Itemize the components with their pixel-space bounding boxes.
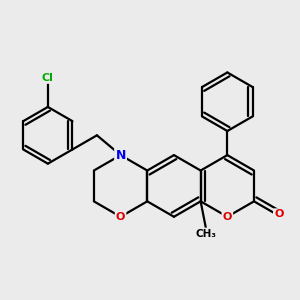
Text: N: N (116, 148, 126, 162)
Text: O: O (116, 212, 125, 222)
Text: Cl: Cl (42, 73, 54, 83)
Text: CH₃: CH₃ (195, 229, 216, 239)
Text: O: O (223, 212, 232, 222)
Text: O: O (274, 209, 283, 219)
